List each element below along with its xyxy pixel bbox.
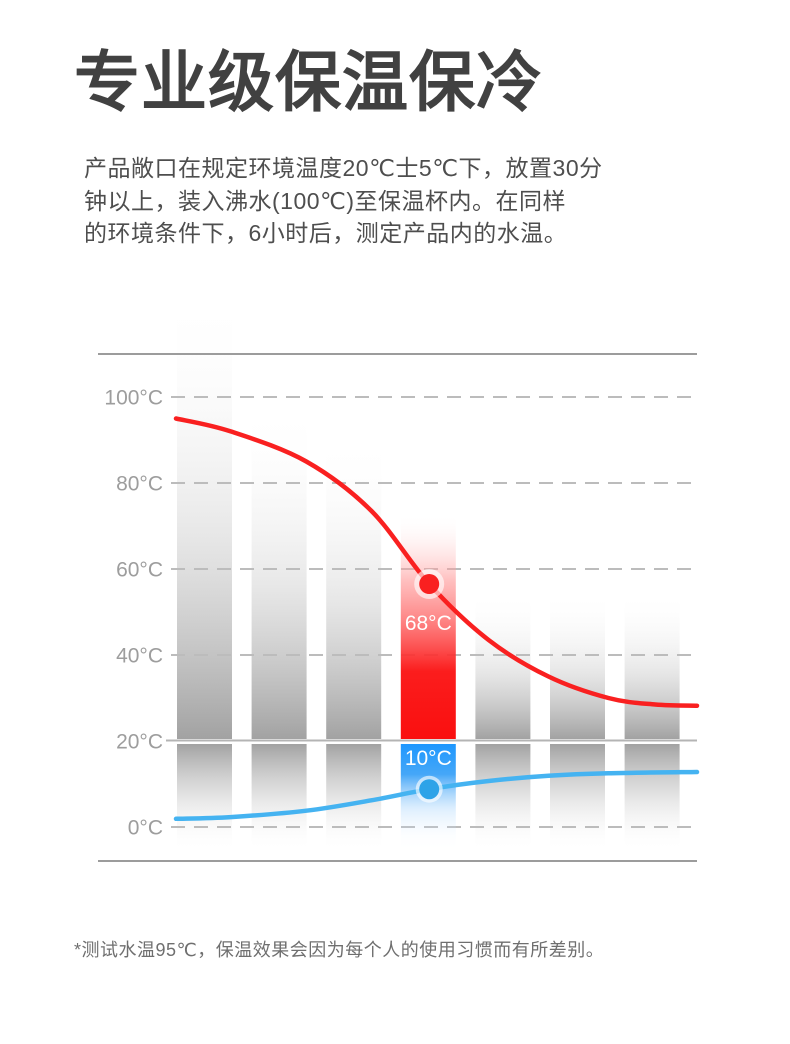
y-tick-label: 60°C [116,559,163,582]
description-line-1: 产品敞口在规定环境温度20℃士5℃下，放置30分 [84,155,603,181]
gray-bar-upper [177,293,232,739]
y-tick-label: 0°C [128,817,163,840]
gray-bar-lower [251,744,307,852]
footnote: *测试水温95℃，保温效果会因为每个人的使用习惯而有所差别。 [74,940,605,960]
hot-water-temperature-value-label: 68°C [405,612,452,635]
gray-bar-lower [475,744,531,852]
description-line-3: 的环境条件下，6小时后，测定产品内的水温。 [84,220,568,246]
hot-water-temperature-curve [173,416,700,708]
hot-highlight-bar [400,513,456,739]
gray-bar-upper [251,405,307,739]
cold-water-temperature-marker-dot [419,779,440,800]
page-title: 专业级保温保冷 [74,45,543,119]
description: 产品敞口在规定环境温度20℃士5℃下，放置30分 钟以上，装入沸水(100℃)至… [84,152,603,250]
cold-water-temperature-value-label: 10°C [405,747,452,770]
gray-bar-lower [550,744,605,852]
description-line-2: 钟以上，装入沸水(100℃)至保温杯内。在同样 [84,187,567,214]
gray-bar-upper [475,592,531,739]
gray-bar-upper [326,437,382,739]
y-tick-label: 20°C [116,731,163,754]
gray-bar-lower [624,744,680,852]
gray-bar-upper [550,592,605,739]
hot-water-temperature-marker-dot [419,574,440,594]
y-tick-label: 100°C [104,387,163,410]
y-tick-label: 80°C [116,473,163,496]
gray-bar-upper [624,592,680,739]
gray-bar-lower [177,744,232,852]
y-tick-label: 40°C [116,645,163,668]
